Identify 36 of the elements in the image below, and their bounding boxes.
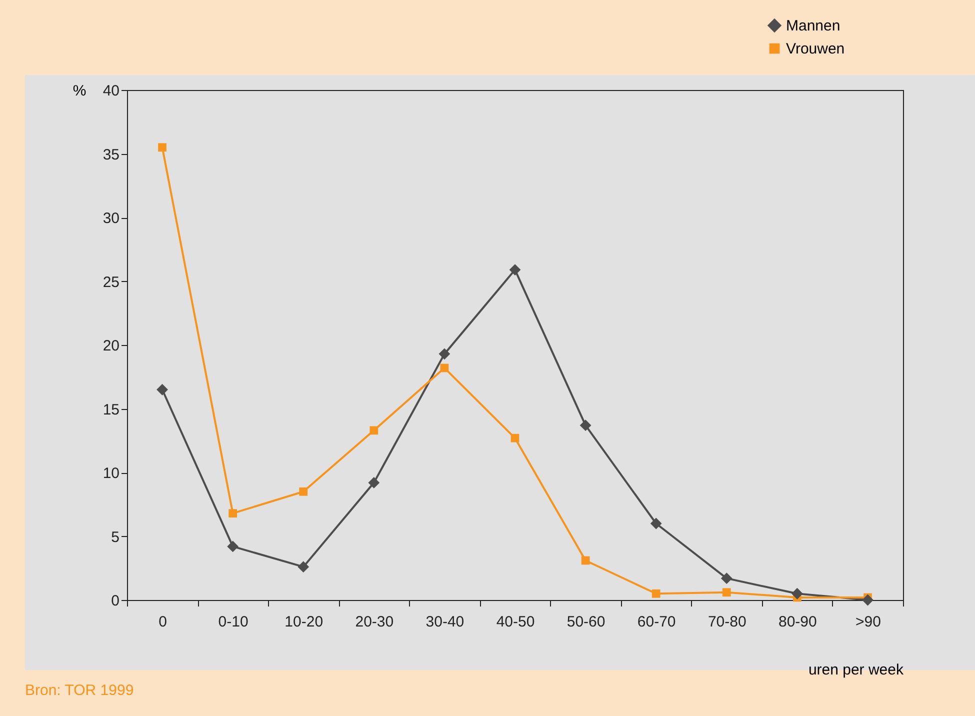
x-tick-label: 0 [158,614,167,630]
legend-label: Vrouwen [786,40,845,58]
point [650,518,662,530]
point [227,540,239,552]
point [509,264,521,276]
point [438,348,450,360]
point [156,384,168,396]
x-tick-label: 50-60 [566,614,606,630]
x-tick-label: 0-10 [218,614,248,630]
point [791,588,803,600]
y-tick-label: 30 [102,210,120,227]
x-tick-label: 80-90 [778,614,817,630]
y-tick-label: 0 [111,592,120,610]
y-tick-label: 5 [111,528,120,546]
point [580,420,592,432]
y-tick-label: 25 [102,274,120,291]
text: Bron: TOR 1999 [25,682,134,699]
point [368,477,380,488]
x-tick-label: 60-70 [637,614,676,630]
point [720,572,732,584]
x-tick-label: 30-40 [426,614,464,630]
x-tick-label: 10-20 [284,614,324,630]
y-tick-label: 20 [102,338,120,354]
x-tick-label: 70-80 [708,614,746,630]
y-tick-label: 40 [102,82,120,100]
point [298,561,310,573]
x-tick-label: 20-30 [355,614,394,630]
point [862,594,874,606]
y-axis-title: % [72,82,86,100]
x-tick-label: 40-50 [496,614,535,630]
y-tick-label: 10 [102,465,120,482]
x-tick-label: >90 [856,614,881,630]
y-tick-label: 35 [102,146,120,164]
legend-label: Mannen [786,18,840,34]
x-axis-title: uren per week [808,662,904,678]
y-tick-label: 15 [102,401,120,418]
